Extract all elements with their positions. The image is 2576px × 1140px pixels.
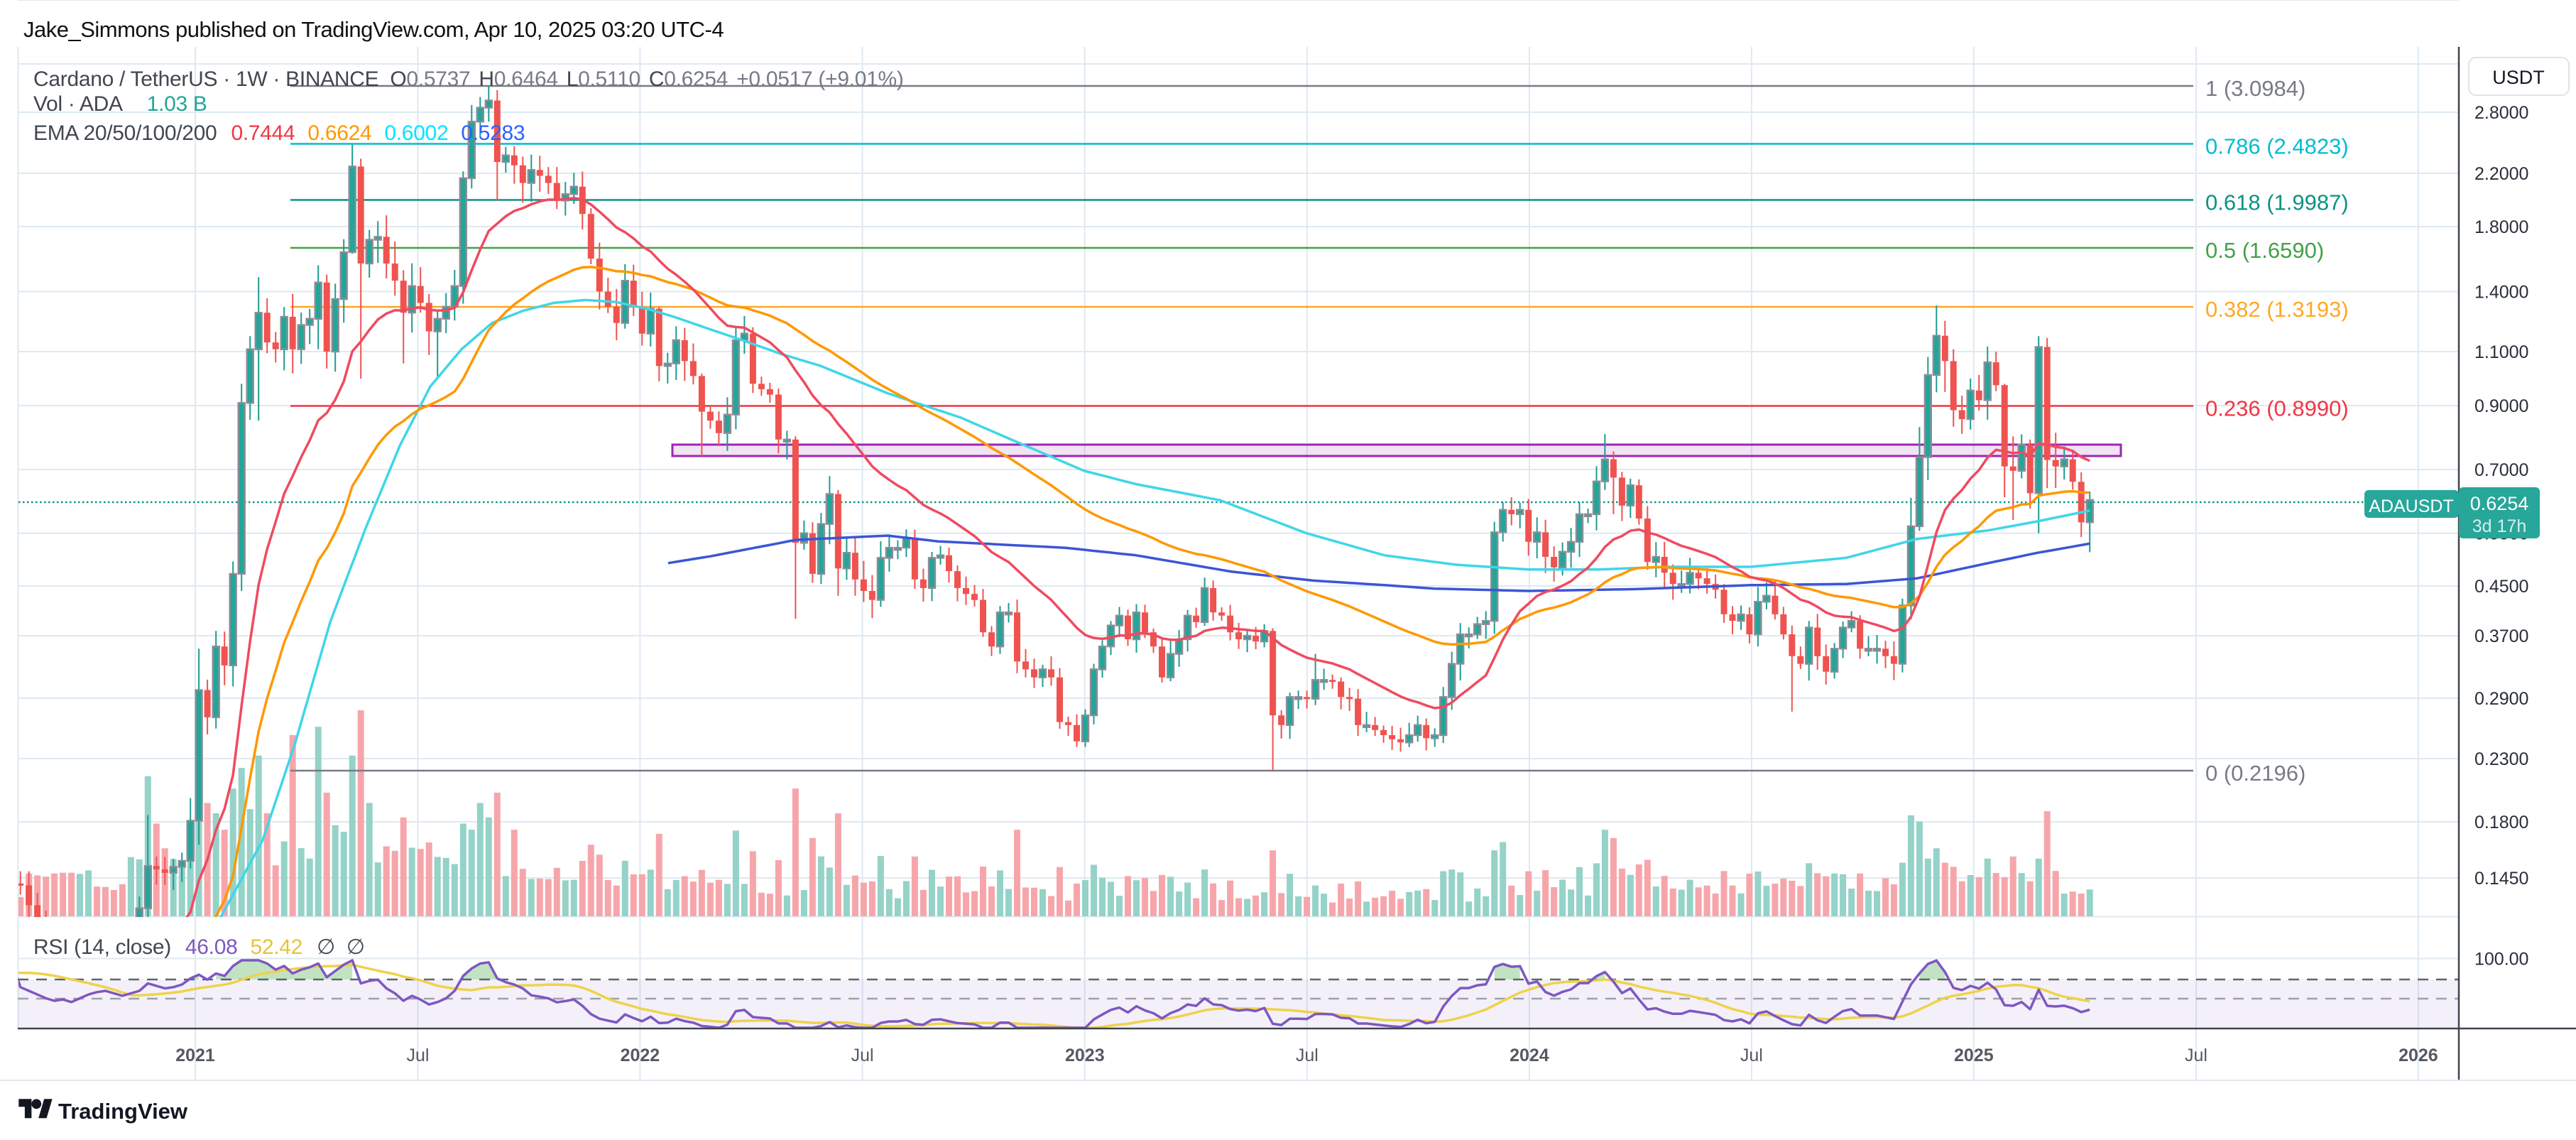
svg-text:Jul: Jul — [1740, 1046, 1763, 1065]
svg-text:0 (0.2196): 0 (0.2196) — [2205, 761, 2305, 786]
svg-text:2026: 2026 — [2398, 1046, 2438, 1065]
svg-text:2025: 2025 — [1954, 1046, 1994, 1065]
svg-text:0.236 (0.8990): 0.236 (0.8990) — [2205, 396, 2349, 421]
svg-text:0.1800: 0.1800 — [2474, 813, 2528, 832]
svg-text:0.618 (1.9987): 0.618 (1.9987) — [2205, 190, 2349, 215]
svg-text:2022: 2022 — [621, 1046, 660, 1065]
svg-text:2023: 2023 — [1065, 1046, 1105, 1065]
svg-text:1.8000: 1.8000 — [2474, 217, 2528, 237]
svg-text:0.4500: 0.4500 — [2474, 577, 2528, 597]
svg-text:Jul: Jul — [407, 1046, 430, 1065]
svg-text:1.1000: 1.1000 — [2474, 342, 2528, 362]
svg-text:2.8000: 2.8000 — [2474, 103, 2528, 123]
svg-text:0.3700: 0.3700 — [2474, 626, 2528, 646]
svg-text:0.9000: 0.9000 — [2474, 396, 2528, 416]
svg-text:Cardano / TetherUS · 1W · BINA: Cardano / TetherUS · 1W · BINANCE O0.5737… — [33, 67, 904, 91]
svg-text:0.7000: 0.7000 — [2474, 460, 2528, 480]
svg-text:0.1450: 0.1450 — [2474, 869, 2528, 889]
svg-text:Jul: Jul — [1296, 1046, 1319, 1065]
svg-text:1 (3.0984): 1 (3.0984) — [2205, 76, 2305, 101]
svg-text:0.786 (2.4823): 0.786 (2.4823) — [2205, 134, 2349, 159]
svg-text:0.2300: 0.2300 — [2474, 749, 2528, 769]
svg-text:2024: 2024 — [1510, 1046, 1549, 1065]
svg-text:100.00: 100.00 — [2474, 950, 2528, 970]
svg-text:0.5 (1.6590): 0.5 (1.6590) — [2205, 238, 2324, 263]
svg-text:ADAUSDT: ADAUSDT — [2369, 496, 2453, 516]
svg-text:0.382 (1.3193): 0.382 (1.3193) — [2205, 297, 2349, 322]
svg-text:2021: 2021 — [175, 1046, 215, 1065]
svg-text:Jul: Jul — [851, 1046, 874, 1065]
svg-text:Jul: Jul — [2185, 1046, 2207, 1065]
svg-text:3d 17h: 3d 17h — [2472, 516, 2526, 536]
svg-text:0.6254: 0.6254 — [2470, 493, 2529, 514]
svg-text:Jake_Simmons published on Trad: Jake_Simmons published on TradingView.co… — [23, 17, 724, 42]
svg-text:2.2000: 2.2000 — [2474, 164, 2528, 184]
svg-text:1.4000: 1.4000 — [2474, 283, 2528, 303]
svg-text:TradingView: TradingView — [58, 1099, 188, 1124]
svg-text:0.2900: 0.2900 — [2474, 689, 2528, 709]
svg-text:USDT: USDT — [2492, 67, 2545, 88]
